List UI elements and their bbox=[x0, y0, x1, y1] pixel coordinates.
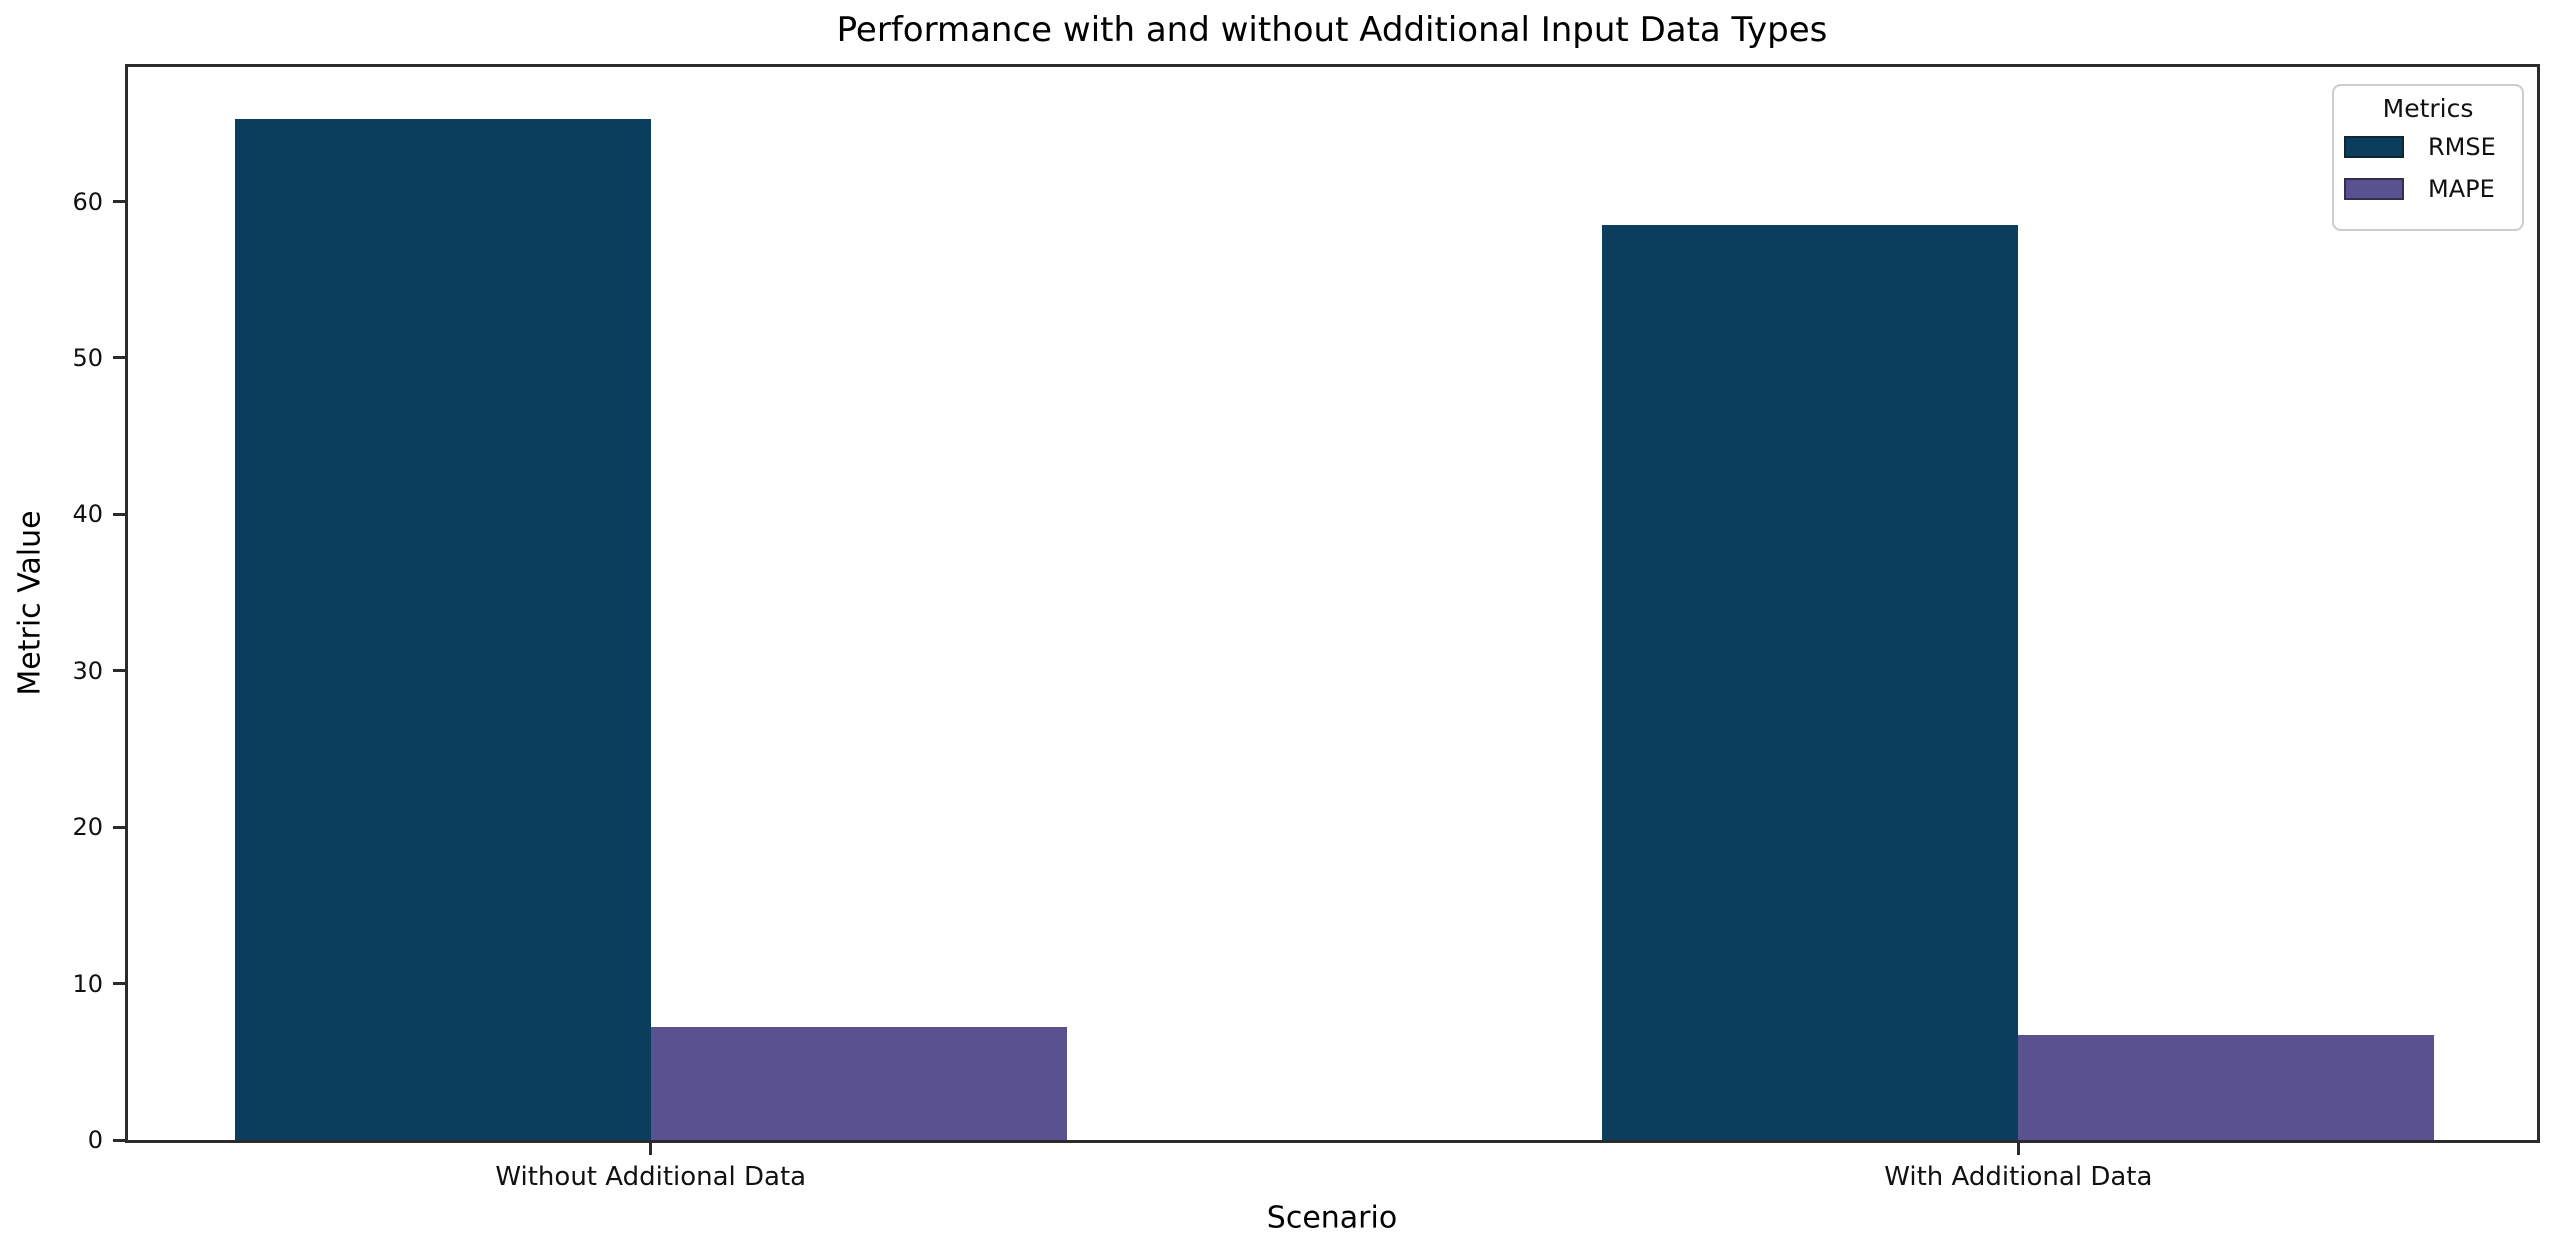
legend-items: RMSE MAPE bbox=[2344, 133, 2512, 203]
legend-entry-mape: MAPE bbox=[2344, 175, 2512, 203]
x-tick-label: Without Additional Data bbox=[495, 1162, 807, 1192]
bar-rmse-1 bbox=[234, 118, 651, 1140]
x-tick-mark bbox=[649, 1140, 653, 1155]
legend-swatch-rmse bbox=[2344, 136, 2404, 158]
y-tick-label: 40 bbox=[72, 500, 103, 529]
y-tick-label: 20 bbox=[72, 813, 103, 842]
bar-rmse-2 bbox=[1602, 224, 2019, 1140]
y-tick-mark bbox=[113, 825, 128, 829]
legend-label-mape: MAPE bbox=[2428, 175, 2495, 203]
y-tick-mark bbox=[113, 200, 128, 204]
y-tick-label: 60 bbox=[72, 187, 103, 216]
bar-mape-2 bbox=[2018, 1035, 2435, 1140]
y-tick-label: 0 bbox=[87, 1126, 103, 1154]
legend-label-rmse: RMSE bbox=[2428, 133, 2496, 161]
x-tick-mark bbox=[2016, 1140, 2020, 1155]
chart-title: Performance with and without Additional … bbox=[836, 10, 1828, 50]
x-tick-label: With Additional Data bbox=[1884, 1162, 2153, 1192]
y-tick-label: 50 bbox=[72, 343, 103, 372]
legend-swatch-mape bbox=[2344, 178, 2404, 200]
bar-mape-1 bbox=[650, 1027, 1067, 1140]
legend: Metrics RMSE MAPE bbox=[2332, 84, 2524, 231]
y-tick-mark bbox=[113, 356, 128, 360]
y-tick-label: 10 bbox=[72, 969, 103, 998]
legend-title: Metrics bbox=[2382, 94, 2474, 123]
legend-entry-rmse: RMSE bbox=[2344, 133, 2512, 161]
y-tick-mark bbox=[113, 1138, 128, 1142]
y-tick-mark bbox=[113, 512, 128, 516]
y-tick-mark bbox=[113, 982, 128, 986]
plot-area: Metrics RMSE MAPE 0 10 20 30 40 50 60 Without Ad… bbox=[72, 64, 2540, 1192]
y-tick-mark bbox=[113, 669, 128, 673]
y-tick-label: 30 bbox=[72, 656, 103, 685]
x-axis-label: Scenario bbox=[1266, 1200, 1398, 1236]
